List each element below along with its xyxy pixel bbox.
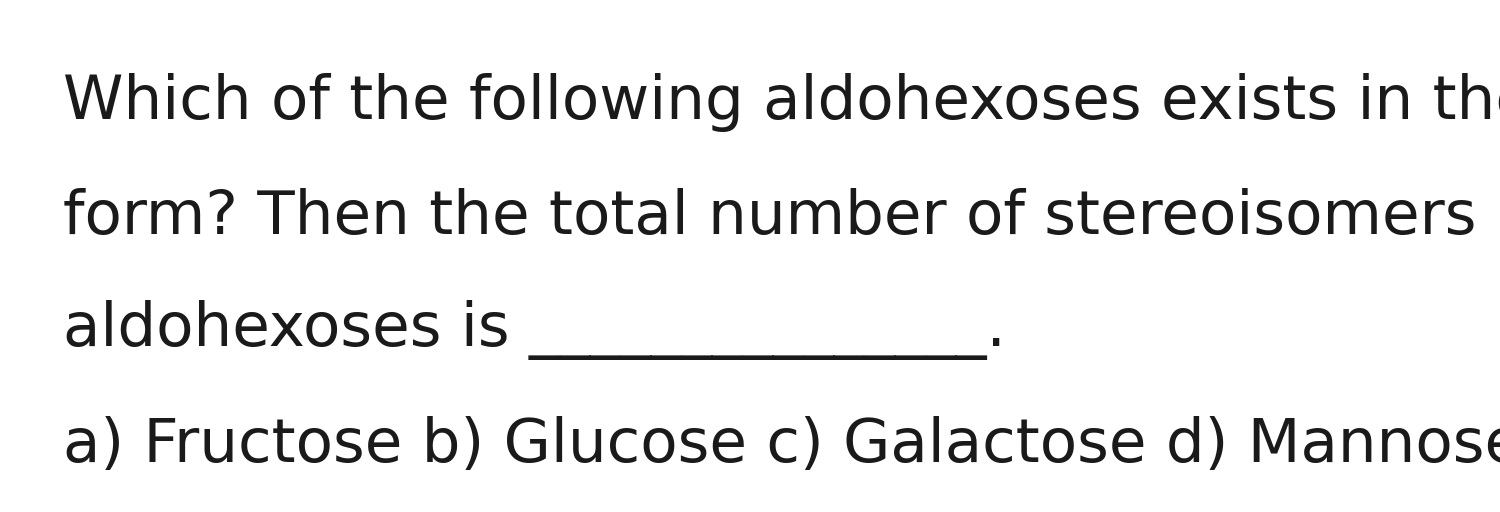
Text: aldohexoses is _______________.: aldohexoses is _______________. [63, 300, 1006, 360]
Text: Which of the following aldohexoses exists in the D-: Which of the following aldohexoses exist… [63, 73, 1500, 132]
Text: form? Then the total number of stereoisomers in the: form? Then the total number of stereoiso… [63, 188, 1500, 247]
Text: a) Fructose b) Glucose c) Galactose d) Mannose: a) Fructose b) Glucose c) Galactose d) M… [63, 416, 1500, 475]
